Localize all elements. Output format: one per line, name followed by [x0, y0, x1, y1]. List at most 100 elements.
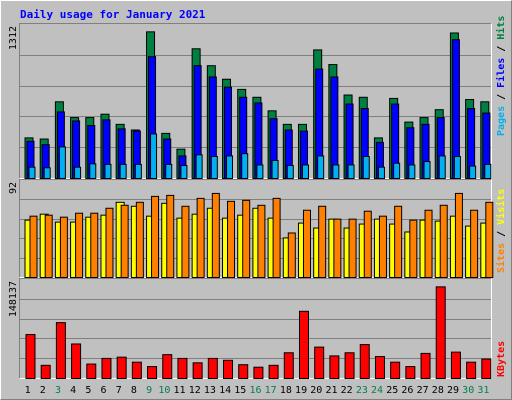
bar-sites-day-18 — [287, 232, 296, 279]
bar-pages-day-4 — [74, 166, 82, 180]
bar-pages-day-23 — [362, 156, 370, 180]
x-tick-label-day-17: 17 — [265, 385, 277, 396]
bar-kbytes-day-26 — [405, 366, 416, 379]
bar-kbytes-day-22 — [344, 352, 355, 380]
bar-pages-day-24 — [377, 166, 385, 180]
x-tick-label-day-9: 9 — [146, 385, 152, 396]
x-tick-label-day-6: 6 — [101, 385, 107, 396]
x-tick-label-day-7: 7 — [116, 385, 122, 396]
bar-kbytes-day-15 — [238, 364, 249, 379]
bar-pages-day-18 — [286, 165, 294, 179]
bar-sites-day-23 — [363, 210, 372, 278]
bar-sites-day-6 — [105, 207, 114, 278]
kbytes-axis-label: KBytes — [496, 341, 507, 377]
x-tick-label-day-8: 8 — [131, 385, 137, 396]
x-tick-label-day-13: 13 — [204, 385, 216, 396]
bar-sites-day-1 — [29, 215, 38, 279]
bar-kbytes-day-24 — [374, 356, 385, 380]
bar-pages-day-13 — [210, 156, 218, 180]
requests-axis-label: Pages / Files / Hits — [495, 16, 507, 136]
bar-sites-day-16 — [257, 204, 266, 278]
bar-kbytes-day-10 — [162, 354, 173, 380]
x-tick-label-day-23: 23 — [356, 385, 368, 396]
visitors-axis-label: Sites / Visits — [495, 189, 507, 273]
requests-panel-border-inner — [19, 23, 492, 179]
bar-sites-day-20 — [318, 205, 327, 278]
bar-sites-day-27 — [424, 209, 433, 279]
bar-pages-day-7 — [119, 163, 127, 179]
bar-kbytes-day-16 — [253, 366, 264, 379]
bar-sites-day-2 — [44, 214, 53, 278]
bar-pages-day-28 — [438, 155, 446, 180]
x-tick-label-day-25: 25 — [386, 385, 398, 396]
bar-kbytes-day-17 — [268, 364, 279, 379]
x-tick-label-day-19: 19 — [295, 385, 307, 396]
requests-max-label: 1312 — [8, 26, 19, 50]
bar-kbytes-day-21 — [329, 355, 340, 379]
x-tick-label-day-30: 30 — [462, 385, 474, 396]
kbytes-axis-label-kbytes: KBytes — [496, 341, 507, 377]
x-tick-label-day-12: 12 — [189, 385, 201, 396]
bar-kbytes-day-27 — [420, 352, 431, 380]
bar-pages-day-17 — [271, 159, 279, 179]
bar-sites-day-26 — [409, 219, 418, 278]
bar-sites-day-28 — [439, 204, 448, 278]
visitors-max-label: 92 — [8, 182, 19, 194]
bar-files-day-21 — [330, 76, 339, 179]
requests-axis-label-pages: Pages — [496, 106, 507, 136]
x-tick-label-day-1: 1 — [25, 385, 31, 396]
kbytes-panel-area — [20, 279, 491, 378]
bar-kbytes-day-25 — [390, 361, 401, 380]
x-tick-label-day-14: 14 — [219, 385, 231, 396]
x-tick-label-day-27: 27 — [417, 385, 429, 396]
x-tick-label-day-18: 18 — [280, 385, 292, 396]
bar-pages-day-21 — [332, 164, 340, 179]
bar-pages-day-20 — [317, 155, 325, 180]
bar-kbytes-day-29 — [450, 351, 461, 379]
x-tick-label-day-15: 15 — [234, 385, 246, 396]
bar-pages-day-1 — [28, 166, 36, 180]
requests-axis-label-separator: / — [496, 40, 507, 58]
bar-sites-day-29 — [454, 192, 463, 279]
x-tick-label-day-5: 5 — [85, 385, 91, 396]
bar-pages-day-27 — [423, 161, 431, 180]
bar-pages-day-12 — [195, 154, 203, 179]
bar-sites-day-7 — [120, 204, 129, 278]
bar-sites-day-14 — [227, 200, 236, 278]
x-tick-label-day-29: 29 — [447, 385, 459, 396]
x-tick-label-day-3: 3 — [55, 385, 61, 396]
bar-pages-day-9 — [150, 133, 158, 180]
x-tick-label-day-20: 20 — [310, 385, 322, 396]
bar-kbytes-day-14 — [223, 359, 234, 380]
bar-kbytes-day-5 — [86, 363, 97, 380]
bar-kbytes-day-23 — [359, 344, 370, 379]
x-tick-label-day-2: 2 — [40, 385, 46, 396]
bar-kbytes-day-4 — [71, 343, 82, 380]
bar-pages-day-31 — [484, 163, 492, 179]
bar-pages-day-8 — [134, 163, 142, 179]
bar-sites-day-30 — [470, 209, 479, 279]
bar-kbytes-day-30 — [466, 361, 477, 380]
bar-sites-day-3 — [59, 216, 68, 278]
bar-sites-day-31 — [485, 201, 494, 278]
bar-sites-day-22 — [348, 218, 357, 279]
bar-pages-day-3 — [58, 146, 66, 179]
bar-kbytes-day-8 — [131, 361, 142, 380]
bar-pages-day-16 — [256, 164, 264, 179]
requests-axis-label-hits: Hits — [495, 16, 507, 40]
bar-pages-day-25 — [393, 162, 401, 180]
visitors-panel-border-inner — [19, 179, 492, 278]
bar-sites-day-5 — [90, 212, 99, 279]
bar-pages-day-19 — [301, 164, 309, 179]
bar-pages-day-2 — [43, 167, 51, 180]
bar-sites-day-10 — [166, 194, 175, 278]
bar-sites-day-11 — [181, 205, 190, 278]
x-tick-label-day-28: 28 — [432, 385, 444, 396]
bar-pages-day-11 — [180, 165, 188, 179]
bar-sites-day-21 — [333, 218, 342, 279]
bar-kbytes-day-12 — [192, 362, 203, 379]
bar-kbytes-day-3 — [55, 322, 66, 379]
bar-sites-day-24 — [378, 215, 387, 279]
